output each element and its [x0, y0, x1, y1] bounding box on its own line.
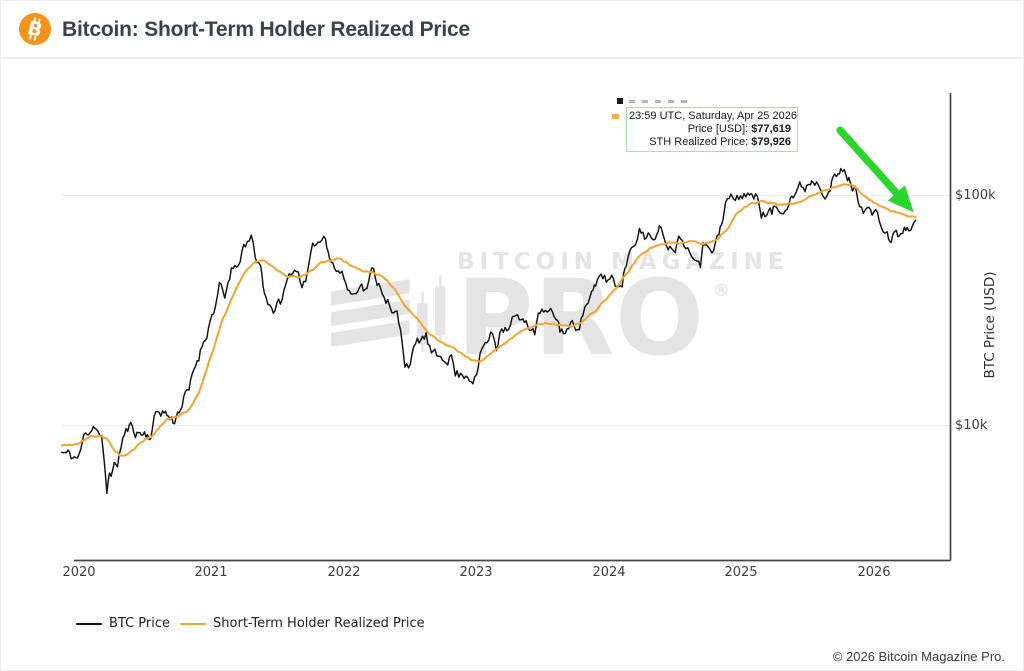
x-tick-label: 2022 [327, 565, 361, 580]
x-tick-label: 2021 [194, 565, 228, 580]
bitcoin-logo-icon: B [19, 13, 51, 45]
x-tick-label: 2023 [459, 565, 493, 580]
legend: BTC Price Short-Term Holder Realized Pri… [76, 616, 435, 631]
x-tick-label: 2020 [62, 565, 96, 580]
legend-swatch-btc [76, 622, 102, 625]
tooltip-price-row: Price [USD]: $77,619 [687, 123, 791, 135]
chart-artifact [612, 114, 619, 119]
tooltip-sth-row: STH Realized Price: $79,926 [649, 136, 791, 148]
page-title: Bitcoin: Short-Term Holder Realized Pric… [62, 17, 470, 41]
legend-item-sth-realized-price[interactable]: Short-Term Holder Realized Price [180, 616, 425, 631]
y-tick-label: $10k [955, 418, 988, 433]
copyright-text: © 2026 Bitcoin Magazine Pro. [832, 649, 1005, 664]
chart-artifact [617, 98, 623, 104]
y-tick-label: $100k [955, 188, 996, 203]
x-tick-label: 2026 [857, 565, 891, 580]
legend-label-btc: BTC Price [109, 616, 171, 631]
tooltip-timestamp: 23:59 UTC, Saturday, Apr 25 2026 [629, 110, 797, 122]
x-tick-label: 2024 [592, 565, 626, 580]
legend-label-sth: Short-Term Holder Realized Price [213, 616, 425, 631]
legend-swatch-sth [180, 622, 207, 625]
header: B Bitcoin: Short-Term Holder Realized Pr… [1, 1, 1023, 59]
x-tick-label: 2025 [724, 565, 758, 580]
chart-artifact [629, 100, 687, 103]
y-axis-title: BTC Price (USD) [982, 271, 998, 379]
legend-item-btc-price[interactable]: BTC Price [76, 616, 170, 631]
chart-tooltip: 23:59 UTC, Saturday, Apr 25 2026 Price [… [626, 107, 798, 152]
